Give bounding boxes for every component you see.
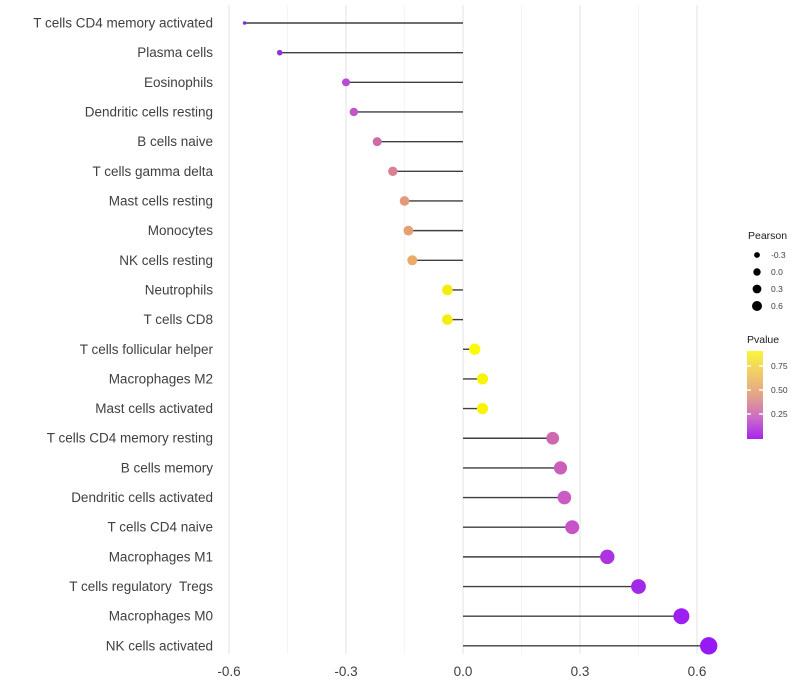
y-axis-labels: T cells CD4 memory activated Plasma cells… (33, 16, 213, 654)
legend-size-label: 0.0 (771, 267, 783, 277)
legend-size-label: 0.3 (771, 284, 783, 294)
pvalue-colorbar-ticks (747, 365, 763, 415)
y-axis-label: T cells gamma delta (92, 164, 213, 179)
x-axis-tick-label: -0.6 (217, 664, 240, 679)
y-axis-label: T cells CD4 naive (107, 520, 213, 535)
y-axis-label: T cells follicular helper (80, 342, 214, 357)
lollipop-point (407, 255, 418, 266)
x-axis-tick-label: 0.6 (688, 664, 707, 679)
lollipop-stems (244, 22, 709, 647)
pvalue-colorbar (747, 351, 763, 439)
legend-size-dot (752, 301, 762, 311)
x-axis-tick-label: -0.3 (334, 664, 357, 679)
lollipop-point (242, 21, 247, 25)
y-axis-label: Eosinophils (144, 75, 213, 90)
y-axis-label: Monocytes (148, 223, 214, 238)
lollipop-point (442, 284, 453, 296)
legend-size-dot (753, 268, 761, 276)
y-axis-label: NK cells resting (119, 253, 213, 268)
colorbar-tick-label: 0.75 (771, 361, 788, 371)
lollipop-point (276, 49, 283, 56)
lollipop-point (388, 166, 398, 176)
y-axis-label: Dendritic cells activated (71, 490, 213, 505)
y-axis-label: T cells CD4 memory resting (47, 431, 213, 446)
y-axis-label: NK cells activated (106, 638, 213, 653)
legend-pearson-items: -0.3 0.0 0.3 0.6 (752, 250, 786, 311)
y-axis-label: Macrophages M0 (109, 609, 213, 624)
x-axis-tick-labels: -0.6 -0.3 0.0 0.3 0.6 (217, 664, 706, 679)
y-axis-label: Mast cells resting (109, 193, 213, 208)
pvalue-colorbar-labels: 0.75 0.50 0.25 (771, 361, 788, 419)
y-axis-label: Plasma cells (137, 45, 213, 60)
lollipop-point (700, 637, 718, 655)
lollipop-point (372, 137, 382, 147)
lollipop-point (631, 579, 646, 594)
lollipop-point (565, 520, 580, 535)
colorbar-tick-label: 0.50 (771, 385, 788, 395)
lollipop-point (476, 402, 489, 415)
legend-size-label: -0.3 (771, 250, 786, 260)
lollipop-point (342, 78, 350, 87)
y-axis-label: T cells CD8 (143, 312, 213, 327)
lollipop-point (557, 490, 572, 505)
lollipop-point (403, 225, 414, 236)
gridlines (228, 5, 698, 654)
y-axis-label: Macrophages M1 (109, 549, 213, 564)
legend-size-dot (754, 252, 760, 258)
x-axis-tick-label: 0.3 (571, 664, 590, 679)
lollipop-point (673, 608, 690, 625)
colorbar-tick-label: 0.25 (771, 409, 788, 419)
legend-pvalue-title: Pvalue (747, 334, 779, 346)
y-axis-label: B cells naive (137, 134, 213, 149)
lollipop-point (476, 373, 489, 385)
y-axis-label: Mast cells activated (95, 401, 213, 416)
lollipop-point (553, 461, 568, 475)
y-axis-label: Neutrophils (145, 282, 214, 297)
legend-size-label: 0.6 (771, 301, 783, 311)
y-axis-label: B cells memory (121, 460, 214, 475)
lollipop-point (442, 314, 453, 325)
legend-pearson-title: Pearson (748, 230, 787, 242)
y-axis-label: T cells CD4 memory activated (33, 16, 213, 31)
y-axis-label: Dendritic cells resting (85, 104, 213, 119)
legend-size-dot (752, 284, 762, 294)
lollipop-point (546, 431, 560, 445)
lollipop-point (469, 343, 481, 355)
y-axis-label: T cells regulatory Tregs (69, 579, 213, 594)
x-axis-tick-label: 0.0 (454, 664, 473, 679)
lollipop-point (349, 107, 358, 117)
lollipop-point (399, 196, 410, 206)
legend-pearson-size: Pearson -0.3 0.0 0.3 0.6 (748, 230, 787, 311)
lollipop-point (600, 549, 615, 565)
legend-pvalue-colorbar: Pvalue 0.75 0.50 0.25 (747, 334, 788, 439)
y-axis-label: Macrophages M2 (109, 371, 213, 386)
lollipop-points (242, 21, 718, 655)
